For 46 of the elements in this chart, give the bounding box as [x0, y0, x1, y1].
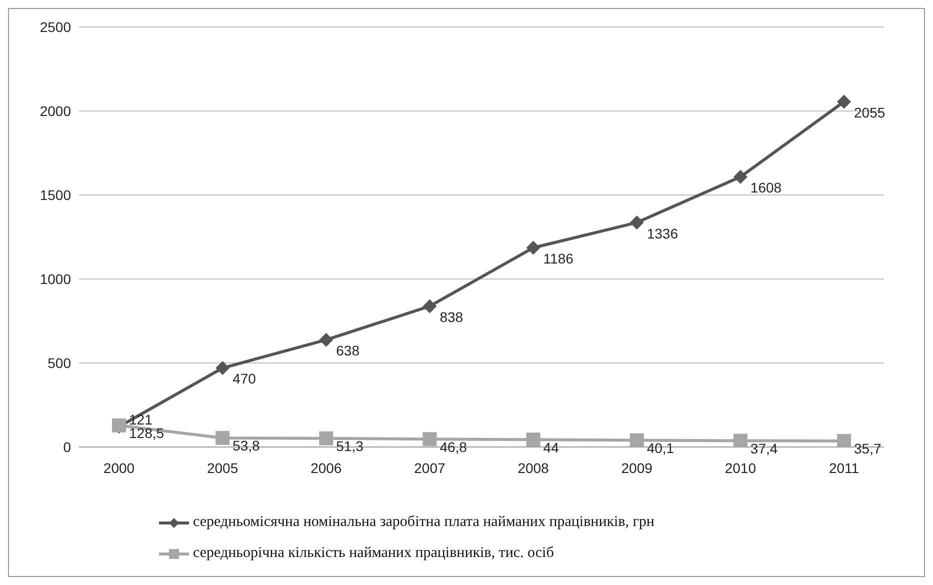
data-label: 46,8	[440, 438, 468, 455]
y-tick-label: 1000	[40, 270, 72, 287]
y-tick-label: 1500	[40, 186, 72, 203]
point	[630, 433, 644, 447]
x-tick-label: 2007	[414, 460, 446, 476]
data-label: 121	[129, 411, 153, 428]
point	[837, 94, 851, 109]
legend-label: середньомісячна номінальна заробітна плата найманих працівників, грн	[193, 514, 654, 531]
point	[526, 432, 540, 447]
data-label: 37,4	[750, 440, 778, 456]
point	[630, 216, 644, 230]
data-label: 1186	[543, 250, 574, 266]
data-label: 1336	[646, 225, 678, 242]
x-tick-label: 2000	[103, 460, 135, 476]
data-label: 35,7	[854, 440, 882, 457]
y-tick-label: 2000	[40, 102, 72, 119]
data-label: 53,8	[232, 438, 260, 454]
x-tick-label: 2011	[828, 460, 860, 476]
point	[733, 434, 748, 447]
point	[422, 432, 437, 446]
data-label: 638	[336, 342, 360, 359]
x-tick-label: 2006	[310, 460, 342, 476]
data-label: 40,1	[646, 440, 674, 456]
data-label: 44	[543, 439, 560, 456]
point	[319, 332, 334, 347]
point	[216, 430, 230, 445]
point	[837, 434, 851, 447]
point	[422, 299, 437, 314]
data-label: 838	[440, 308, 464, 325]
legend-label: середньорічна кількість найманих працівників, тис. осіб	[193, 545, 554, 562]
point	[526, 240, 540, 255]
point	[319, 431, 334, 446]
data-label: 2055	[854, 104, 886, 120]
data-label: 1608	[750, 180, 782, 196]
point	[733, 170, 748, 184]
data-label: 128,5	[129, 425, 164, 442]
x-tick-label: 2005	[206, 460, 238, 476]
data-label: 470	[232, 370, 256, 387]
y-tick-label: 500	[48, 354, 72, 371]
y-tick-label: 0	[63, 438, 72, 455]
y-tick-label: 2500	[40, 18, 72, 35]
point	[216, 361, 230, 376]
x-tick-label: 2009	[621, 460, 653, 476]
data-label: 51,3	[336, 438, 364, 454]
x-tick-label: 2010	[724, 460, 756, 476]
x-tick-label: 2008	[518, 460, 550, 476]
